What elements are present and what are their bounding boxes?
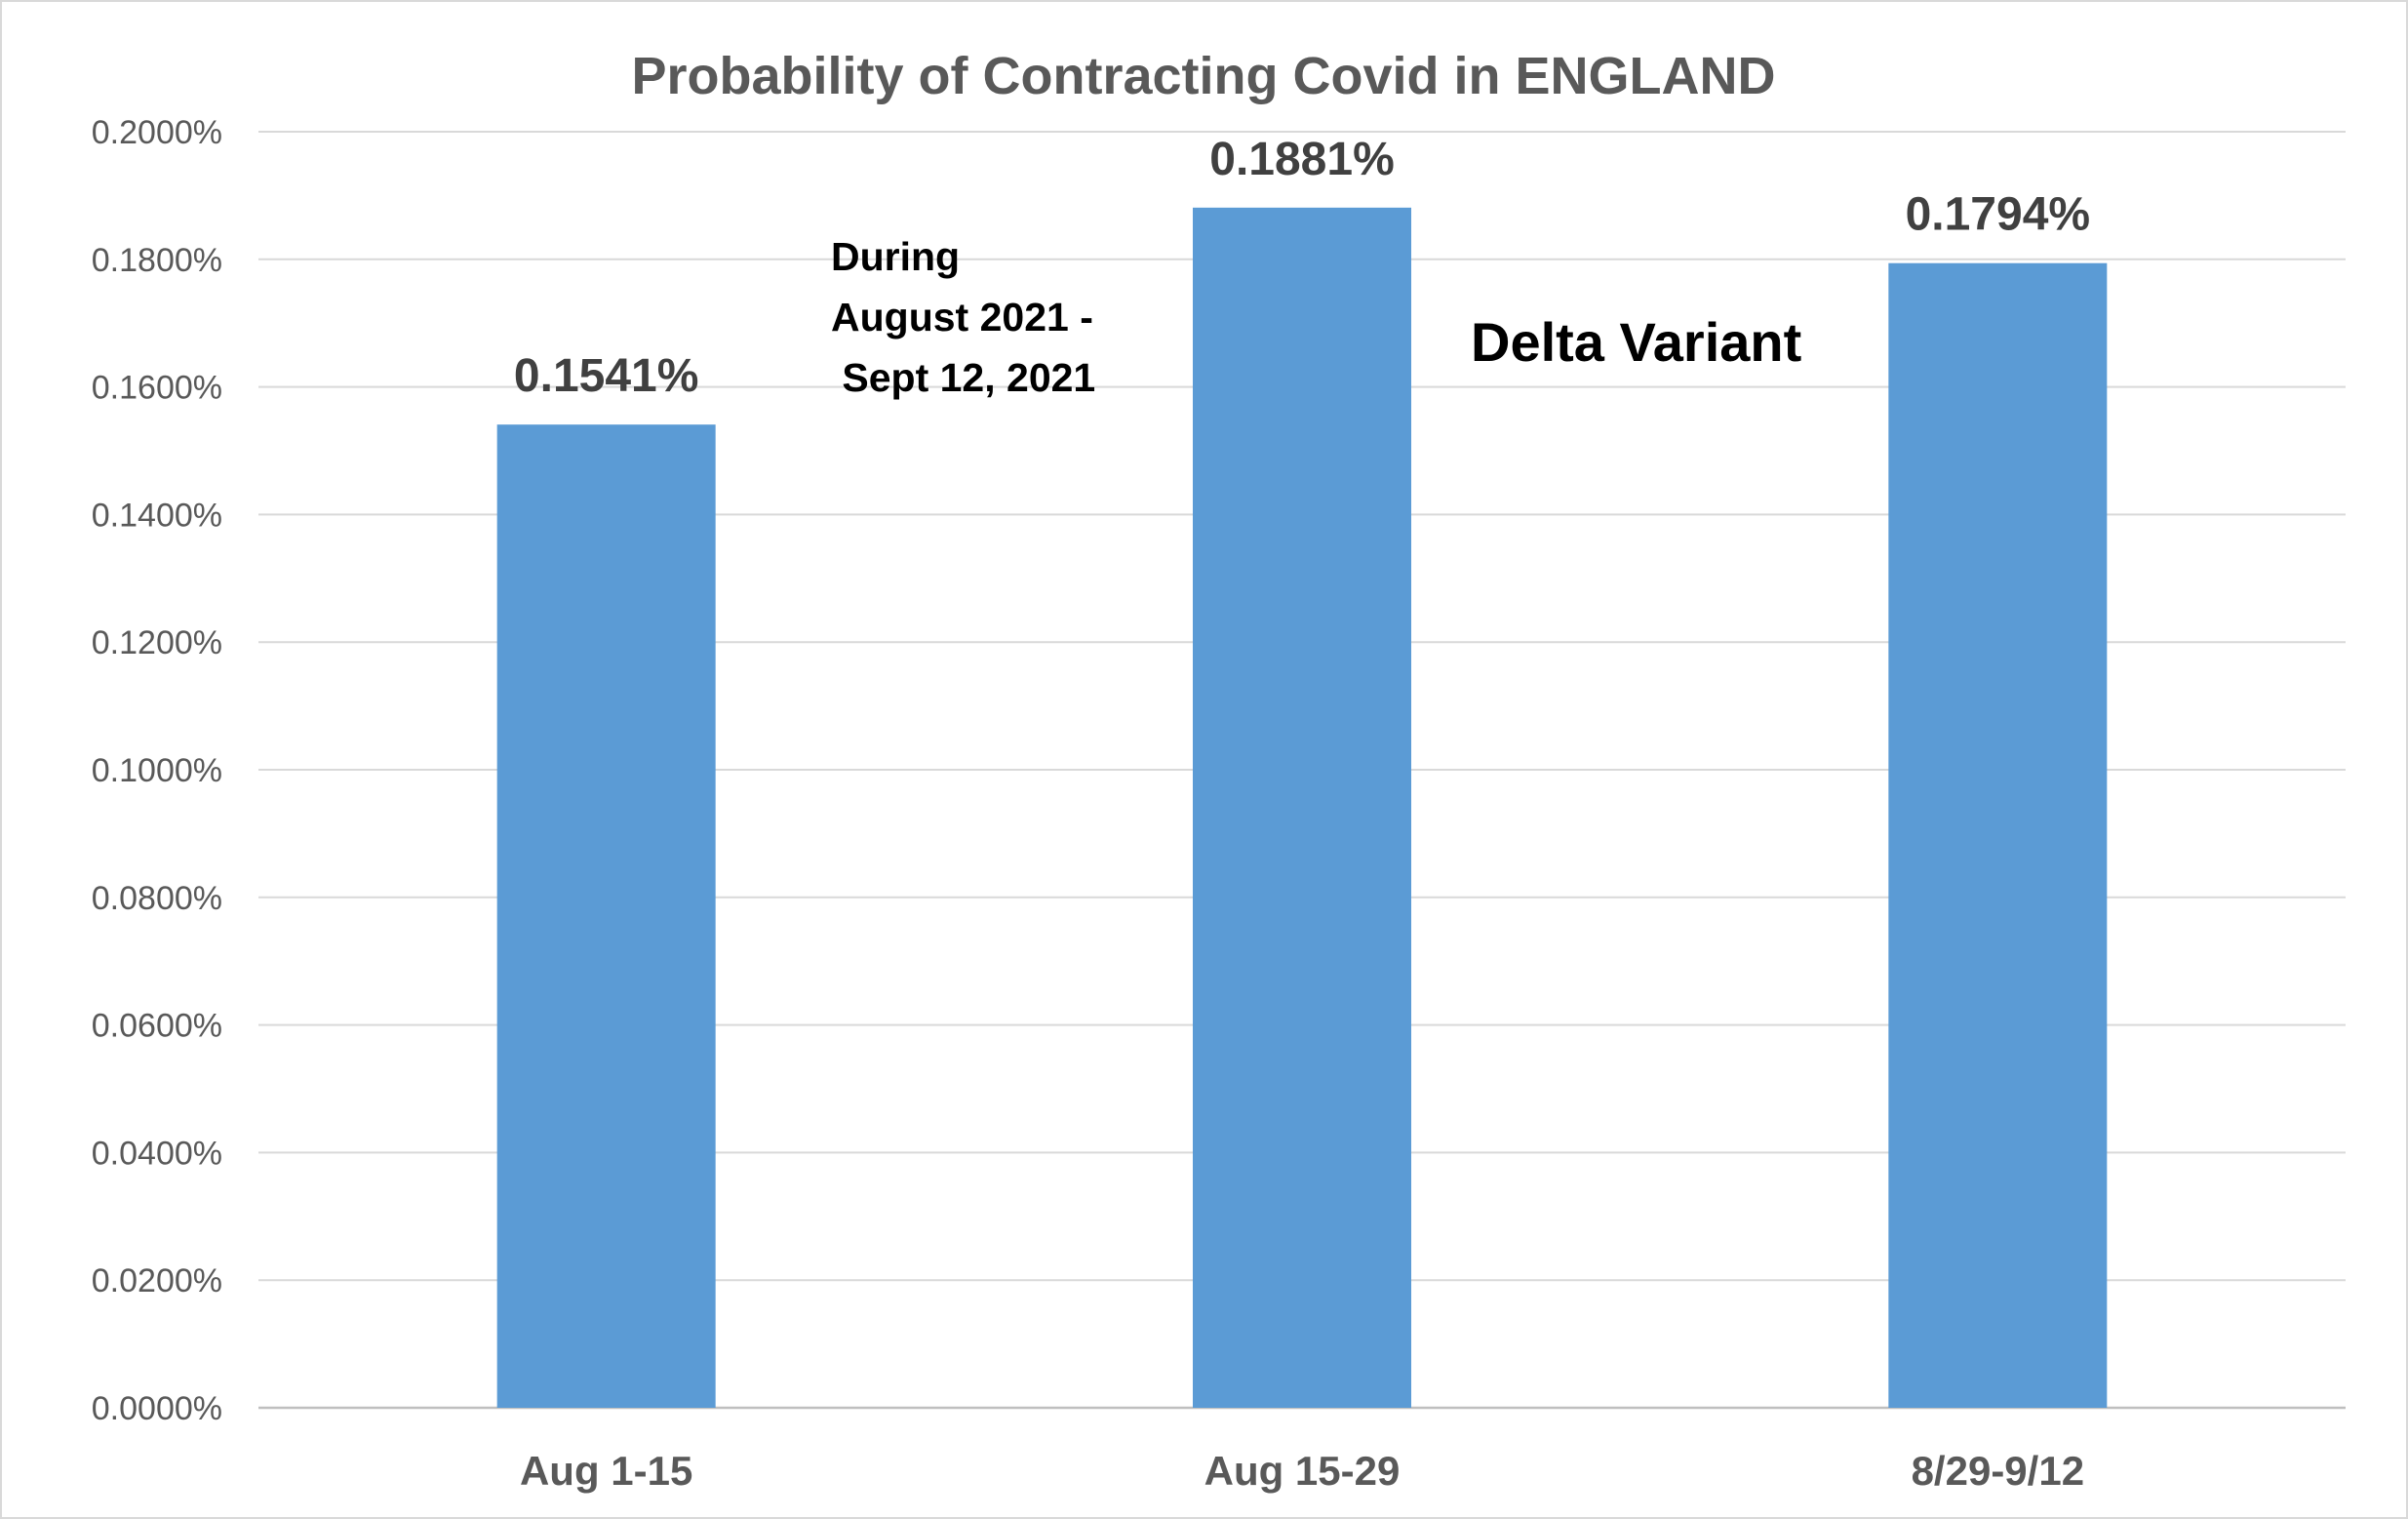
annotation-line: During (831, 234, 960, 279)
x-tick-label: Aug 1-15 (520, 1448, 692, 1494)
y-tick-label: 0.0800% (92, 880, 222, 917)
annotation-line: Sept 12, 2021 (831, 355, 1095, 400)
y-tick-label: 0.1000% (92, 752, 222, 789)
annotation-line: Delta Variant (1471, 311, 1801, 373)
y-tick-label: 0.0400% (92, 1135, 222, 1172)
y-tick-label: 0.0600% (92, 1008, 222, 1045)
y-tick-label: 0.0000% (92, 1390, 222, 1427)
x-axis: Aug 1-15 Aug 15-29 8/29-9/12 (520, 1448, 2084, 1494)
bar (1193, 207, 1411, 1408)
bars (496, 207, 2108, 1408)
bar (1888, 262, 2108, 1408)
y-tick-label: 0.1800% (92, 242, 222, 279)
annotation-delta-variant: Delta Variant (1471, 311, 1801, 373)
x-tick-label: 8/29-9/12 (1912, 1448, 2084, 1494)
data-label: 0.1881% (1209, 134, 1395, 185)
annotation-line: August 2021 - (831, 295, 1093, 340)
data-label: 0.1541% (514, 350, 699, 402)
chart-title: Probability of Contracting Covid in ENGL… (632, 47, 1776, 105)
annotation-date-range: During August 2021 - Sept 12, 2021 (831, 234, 1095, 400)
y-tick-label: 0.1400% (92, 497, 222, 534)
y-tick-label: 0.1200% (92, 624, 222, 661)
annotations: During August 2021 - Sept 12, 2021 Delta V… (831, 234, 1801, 400)
data-labels: 0.1541% 0.1881% 0.1794% (514, 134, 2090, 402)
y-tick-label: 0.1600% (92, 370, 222, 407)
bar (496, 424, 716, 1408)
y-tick-label: 0.0200% (92, 1262, 222, 1299)
y-tick-label: 0.2000% (92, 114, 222, 151)
y-axis: 0.0000% 0.0200% 0.0400% 0.0600% 0.0800% 0.100… (92, 114, 222, 1427)
x-tick-label: Aug 15-29 (1204, 1448, 1401, 1494)
data-label: 0.1794% (1906, 189, 2091, 241)
